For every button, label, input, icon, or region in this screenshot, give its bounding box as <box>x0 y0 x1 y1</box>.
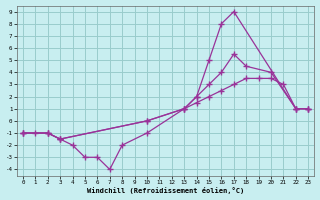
X-axis label: Windchill (Refroidissement éolien,°C): Windchill (Refroidissement éolien,°C) <box>87 187 244 194</box>
